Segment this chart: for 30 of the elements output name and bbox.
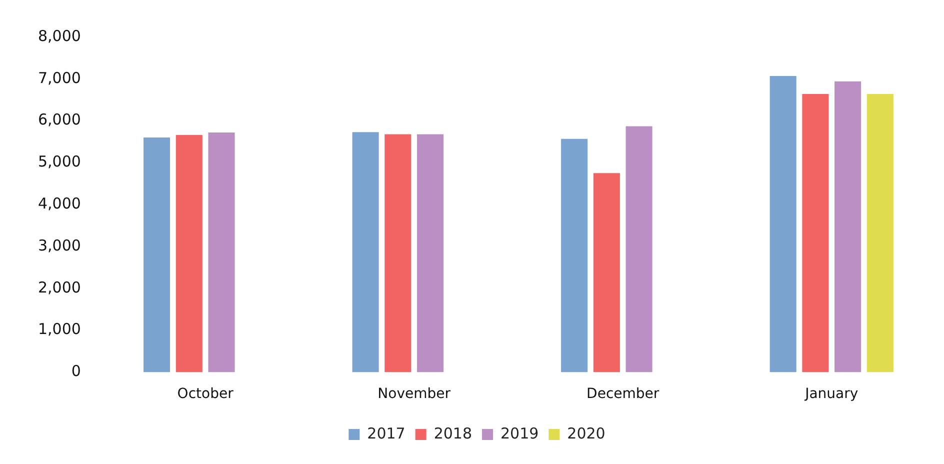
bar — [144, 138, 170, 372]
y-tick-label: 0 — [71, 362, 81, 380]
y-tick-label: 7,000 — [38, 68, 81, 87]
legend-label: 2018 — [434, 424, 472, 442]
y-tick-label: 2,000 — [38, 278, 81, 296]
y-tick-label: 4,000 — [38, 194, 81, 212]
bar — [176, 135, 202, 372]
bar — [770, 76, 796, 372]
bar — [417, 134, 444, 372]
bar — [866, 94, 894, 372]
y-tick-label: 1,000 — [38, 320, 81, 338]
legend-label: 2019 — [500, 424, 539, 442]
x-tick-label: October — [177, 386, 234, 402]
bar — [626, 126, 652, 372]
bar — [802, 94, 829, 372]
y-tick-label: 3,000 — [38, 236, 81, 254]
x-tick-label: December — [586, 386, 660, 402]
x-tick-label: November — [378, 386, 451, 402]
bar — [834, 81, 862, 372]
legend-label: 2017 — [367, 424, 406, 442]
y-tick-label: 8,000 — [38, 26, 81, 45]
x-tick-label: January — [804, 386, 858, 402]
y-tick-label: 6,000 — [38, 110, 81, 129]
legend-label: 2020 — [567, 424, 606, 442]
bar — [352, 132, 379, 372]
bar — [384, 134, 412, 372]
bar — [561, 138, 588, 372]
bar — [593, 173, 620, 372]
y-tick-label: 5,000 — [38, 152, 81, 171]
bar — [208, 132, 235, 372]
